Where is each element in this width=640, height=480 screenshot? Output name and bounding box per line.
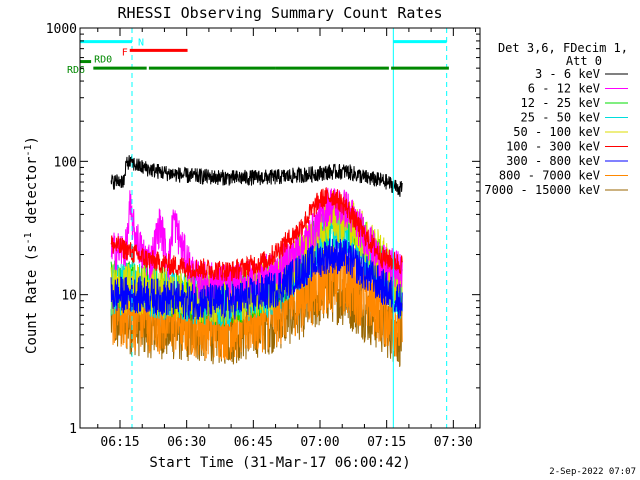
y-tick-label: 100	[54, 155, 77, 170]
legend-label: 100 - 300 keV	[506, 140, 600, 154]
series-3-6-kev	[110, 155, 403, 197]
legend-label: 3 - 6 keV	[535, 67, 600, 81]
y-tick-label: 10	[61, 289, 77, 304]
x-tick-label: 06:30	[167, 435, 206, 450]
x-tick-label: 06:15	[100, 435, 139, 450]
flag-label-n: N	[138, 38, 144, 49]
legend-label: 800 - 7000 keV	[499, 169, 600, 183]
series-100-300-kev	[110, 187, 403, 282]
flag-label-rd6: RD6	[67, 65, 85, 76]
x-axis-label: Start Time (31-Mar-17 06:00:42)	[149, 455, 410, 471]
legend-label: 7000 - 15000 keV	[484, 183, 600, 197]
x-tick-label: 07:00	[300, 435, 339, 450]
flag-label-f: F	[122, 47, 128, 58]
y-tick-label: 1	[69, 422, 77, 437]
ylabel-sup2: -1	[23, 144, 34, 156]
ylabel-part2: detector	[24, 157, 40, 233]
y-tick-label: 1000	[46, 22, 77, 37]
series-300-800-kev	[110, 238, 403, 320]
flag-label-rd0: RD0	[94, 55, 112, 66]
legend-label: 6 - 12 keV	[528, 82, 600, 96]
legend-label: 25 - 50 keV	[521, 111, 600, 125]
legend-header-1: Det 3,6, FDecim 1,	[498, 41, 628, 55]
x-tick-label: 07:15	[367, 435, 406, 450]
timestamp: 2-Sep-2022 07:07	[549, 467, 636, 477]
x-tick-label: 07:30	[434, 435, 473, 450]
axes: 1 10 100 1000 06:15 06:30 06:45 07:00 07:15 07:30	[46, 22, 481, 450]
plot-area: NF RD0 RD6	[67, 28, 449, 428]
legend-label: 50 - 100 keV	[513, 125, 600, 139]
legend-label: 300 - 800 keV	[506, 154, 600, 168]
ylabel-part3: )	[24, 136, 40, 144]
y-axis-label: Count Rate (s-1 detector-1)	[23, 136, 40, 354]
chart-title: RHESSI Observing Summary Count Rates	[117, 4, 442, 22]
legend-header-2: Att 0	[566, 54, 602, 68]
plot-frame	[79, 27, 481, 429]
legend-label: 12 - 25 keV	[521, 96, 600, 110]
ylabel-sup1: -1	[23, 232, 34, 244]
ylabel-part1: Count Rate (s	[24, 244, 40, 354]
x-tick-label: 06:45	[234, 435, 273, 450]
